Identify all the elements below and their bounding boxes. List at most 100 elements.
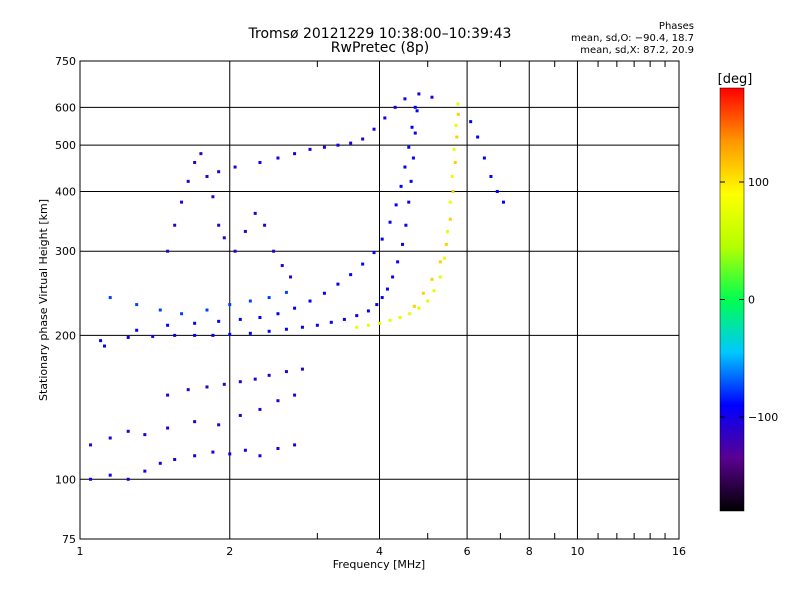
data-point [444,242,448,246]
data-point [408,312,412,316]
data-point [300,367,304,371]
data-point [151,334,155,338]
data-point [222,236,226,240]
data-point [394,203,398,207]
data-point [380,237,384,241]
data-point [211,333,215,337]
data-point [349,141,353,145]
data-point [253,377,257,381]
y-tick-label: 75 [62,533,76,546]
data-point [217,223,221,227]
data-point [401,242,405,246]
data-point [276,156,280,160]
colorbar-label: [deg] [718,72,753,87]
data-point [293,443,297,447]
data-point [258,315,262,319]
x-tick-label: 2 [226,545,233,558]
data-point [263,223,267,227]
data-point [284,370,288,374]
data-point [355,314,359,318]
data-point [217,319,221,323]
data-point [407,145,411,149]
data-point [329,320,333,324]
data-point [396,260,400,264]
colorbar-tick-label: 100 [748,176,769,189]
data-point [361,137,365,141]
data-point [451,189,455,193]
data-point [222,382,226,386]
data-point [205,385,209,389]
data-point [393,105,397,109]
data-point [361,262,365,266]
data-point [217,170,221,174]
data-point [248,331,252,335]
data-point [308,147,312,151]
data-point [349,273,353,277]
data-point [267,296,271,300]
data-point [322,145,326,149]
data-point [166,323,170,327]
data-point [248,299,252,303]
data-point [442,256,446,260]
data-point [293,393,297,397]
data-point [413,131,417,135]
grid-lines [79,60,680,540]
data-point [426,299,430,303]
data-point [102,344,106,348]
colorbar-tick-label: −100 [748,411,778,424]
x-tick-label: 6 [464,545,471,558]
data-point [166,249,170,253]
chart-subtitle: RwPretec (8p) [330,40,430,56]
data-point [126,335,130,339]
y-tick-label: 100 [55,473,76,486]
chart-title: Tromsø 20121229 10:38:00–10:39:43 [248,26,512,42]
data-point [456,102,460,106]
data-point [205,174,209,178]
x-tick-label: 1 [77,545,84,558]
data-point [166,393,170,397]
data-point [180,312,184,316]
y-tick-label: 300 [55,245,76,258]
data-point [205,308,209,312]
data-point [315,323,319,327]
colorbar-ticks: 100 0 −100 [720,176,778,424]
data-point [450,174,454,178]
data-point [407,200,411,204]
data-point [342,317,346,321]
data-point [388,220,392,224]
data-point [280,264,284,268]
data-point [411,156,415,160]
data-point [228,332,232,336]
data-point [126,477,130,481]
data-point [417,92,421,96]
data-point [180,200,184,204]
data-point [308,299,312,303]
data-point [383,116,387,120]
data-point [399,184,403,188]
data-point [372,251,376,255]
data-point [476,135,480,139]
axis-ticks: 1 2 4 6 8 10 16 75 100 200 300 400 500 600 750 [55,55,686,558]
data-point [228,303,232,307]
data-point [495,189,499,193]
data-point [455,135,459,139]
data-point [238,413,242,417]
data-point [217,423,221,427]
data-point [284,327,288,331]
data-point [430,277,434,281]
data-point [336,282,340,286]
phases-o-stats: mean, sd,O: −90.4, 18.7 [571,33,694,44]
data-point [482,156,486,160]
data-point [403,165,407,169]
data-point [193,321,197,325]
data-point [289,275,293,279]
data-point [258,160,262,164]
data-point [372,127,376,131]
y-tick-label: 400 [55,185,76,198]
data-point [135,328,139,332]
data-point [193,333,197,337]
data-point [173,223,177,227]
data-point [415,109,419,113]
data-point [403,97,407,101]
